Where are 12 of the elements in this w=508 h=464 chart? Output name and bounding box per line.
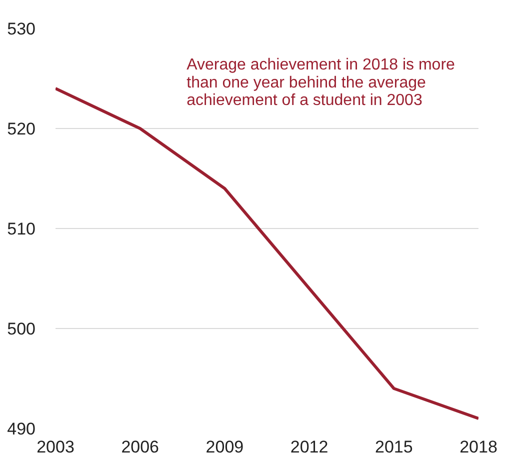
x-tick-label: 2018 [460, 438, 498, 456]
y-tick-label: 520 [7, 120, 36, 138]
x-tick-label: 2003 [36, 438, 74, 456]
annotation: Average achievement in 2018 is more than one year behind the average achievement of a student in 2003 [186, 56, 456, 110]
x-tick-label: 2009 [206, 438, 244, 456]
y-tick-label: 510 [7, 220, 36, 238]
x-tick-label: 2015 [374, 438, 413, 456]
x-tick-label: 2012 [290, 438, 328, 456]
y-tick-label: 490 [7, 420, 36, 438]
y-tick-label: 500 [7, 320, 36, 338]
y-tick-label: 530 [7, 20, 36, 38]
x-tick-label: 2006 [121, 438, 160, 456]
